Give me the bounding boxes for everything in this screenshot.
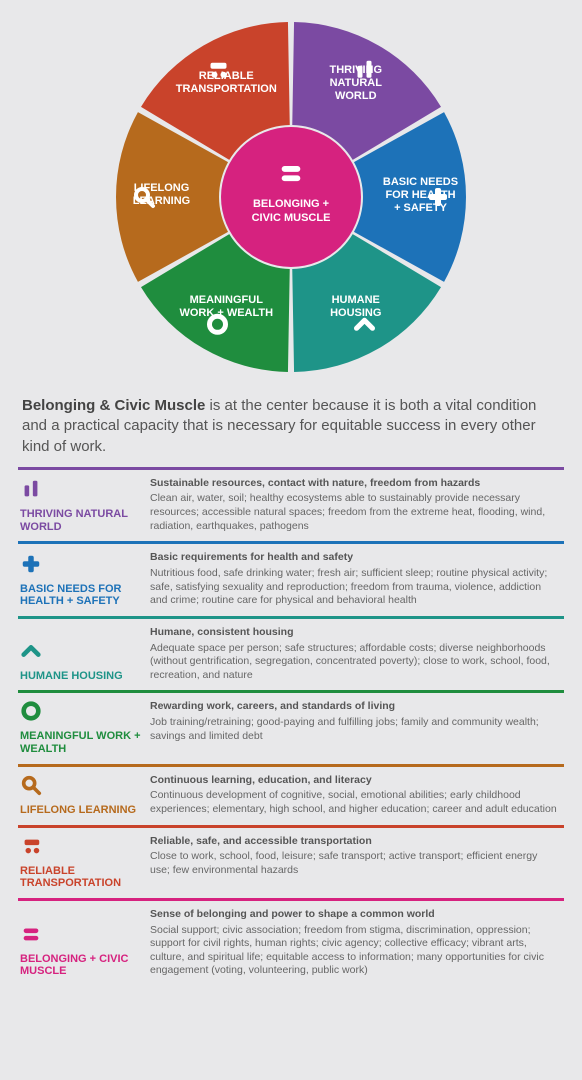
row-label: BASIC NEEDS FOR HEALTH + SAFETY [20,583,146,608]
row-heading: Rewarding work, careers, and standards o… [150,700,560,714]
row-label: THRIVING NATURAL WORLD [20,508,146,533]
row-right: Reliable, safe, and accessible transport… [150,835,564,890]
row-heading: Reliable, safe, and accessible transport… [150,835,560,849]
row-right: Humane, consistent housing Adequate spac… [150,626,564,683]
equals-icon [20,923,146,949]
row-body: Close to work, school, food, leisure; sa… [150,850,560,877]
cart-icon [20,835,146,861]
row-right: Continuous learning, education, and lite… [150,774,564,817]
intro-paragraph: Belonging & Civic Muscle is at the cente… [22,396,560,457]
row-humane: HUMANE HOUSING Humane, consistent housin… [18,616,564,691]
row-heading: Continuous learning, education, and lite… [150,774,560,788]
chevron-icon [20,640,146,666]
wheel-segment-label-basic: BASIC NEEDSFOR HEALTH+ SAFETY [383,176,458,214]
definition-rows: THRIVING NATURAL WORLD Sustainable resou… [18,467,564,986]
row-body: Job training/retraining; good-paying and… [150,716,560,743]
row-right: Sustainable resources, contact with natu… [150,477,564,534]
wheel-segment-label-thriving: THRIVINGNATURALWORLD [329,64,382,102]
wheel-segment-label-lifelong: LIFELONGLEARNING [133,182,190,207]
row-heading: Humane, consistent housing [150,626,560,640]
wheel-diagram: THRIVINGNATURALWORLD BASIC NEEDSFOR HEALT… [18,12,564,382]
row-heading: Sustainable resources, contact with natu… [150,477,560,491]
row-right: Basic requirements for health and safety… [150,551,564,608]
row-left: RELIABLE TRANSPORTATION [18,835,146,890]
row-basic: BASIC NEEDS FOR HEALTH + SAFETY Basic re… [18,541,564,616]
bars-icon [20,478,146,504]
row-body: Social support; civic association; freed… [150,924,560,979]
row-body: Clean air, water, soil; healthy ecosyste… [150,492,560,533]
row-heading: Basic requirements for health and safety [150,551,560,565]
row-body: Adequate space per person; safe structur… [150,642,560,683]
row-label: HUMANE HOUSING [20,670,146,683]
ring-icon [20,700,146,726]
wheel-center [221,127,361,267]
row-left: HUMANE HOUSING [18,626,146,683]
plus-icon [20,553,146,579]
intro-bold: Belonging & Civic Muscle [22,397,205,414]
row-body: Nutritious food, safe drinking water; fr… [150,567,560,608]
row-label: MEANINGFUL WORK + WEALTH [20,730,146,755]
row-right: Sense of belonging and power to shape a … [150,908,564,978]
row-heading: Sense of belonging and power to shape a … [150,908,560,922]
row-lifelong: LIFELONG LEARNING Continuous learning, e… [18,764,564,825]
row-label: BELONGING + CIVIC MUSCLE [20,953,146,978]
row-meaningful: MEANINGFUL WORK + WEALTH Rewarding work,… [18,690,564,763]
row-right: Rewarding work, careers, and standards o… [150,700,564,755]
row-left: THRIVING NATURAL WORLD [18,477,146,534]
row-left: BELONGING + CIVIC MUSCLE [18,908,146,978]
row-left: MEANINGFUL WORK + WEALTH [18,700,146,755]
row-label: LIFELONG LEARNING [20,804,146,817]
wheel-segment-label-meaningful: MEANINGFULWORK + WEALTH [179,294,273,319]
row-left: BASIC NEEDS FOR HEALTH + SAFETY [18,551,146,608]
row-reliable: RELIABLE TRANSPORTATION Reliable, safe, … [18,825,564,898]
row-belonging: BELONGING + CIVIC MUSCLE Sense of belong… [18,898,564,986]
row-label: RELIABLE TRANSPORTATION [20,865,146,890]
wheel-segment-label-humane: HUMANEHOUSING [330,294,381,319]
row-left: LIFELONG LEARNING [18,774,146,817]
search-icon [20,774,146,800]
row-thriving: THRIVING NATURAL WORLD Sustainable resou… [18,467,564,542]
row-body: Continuous development of cognitive, soc… [150,789,560,816]
